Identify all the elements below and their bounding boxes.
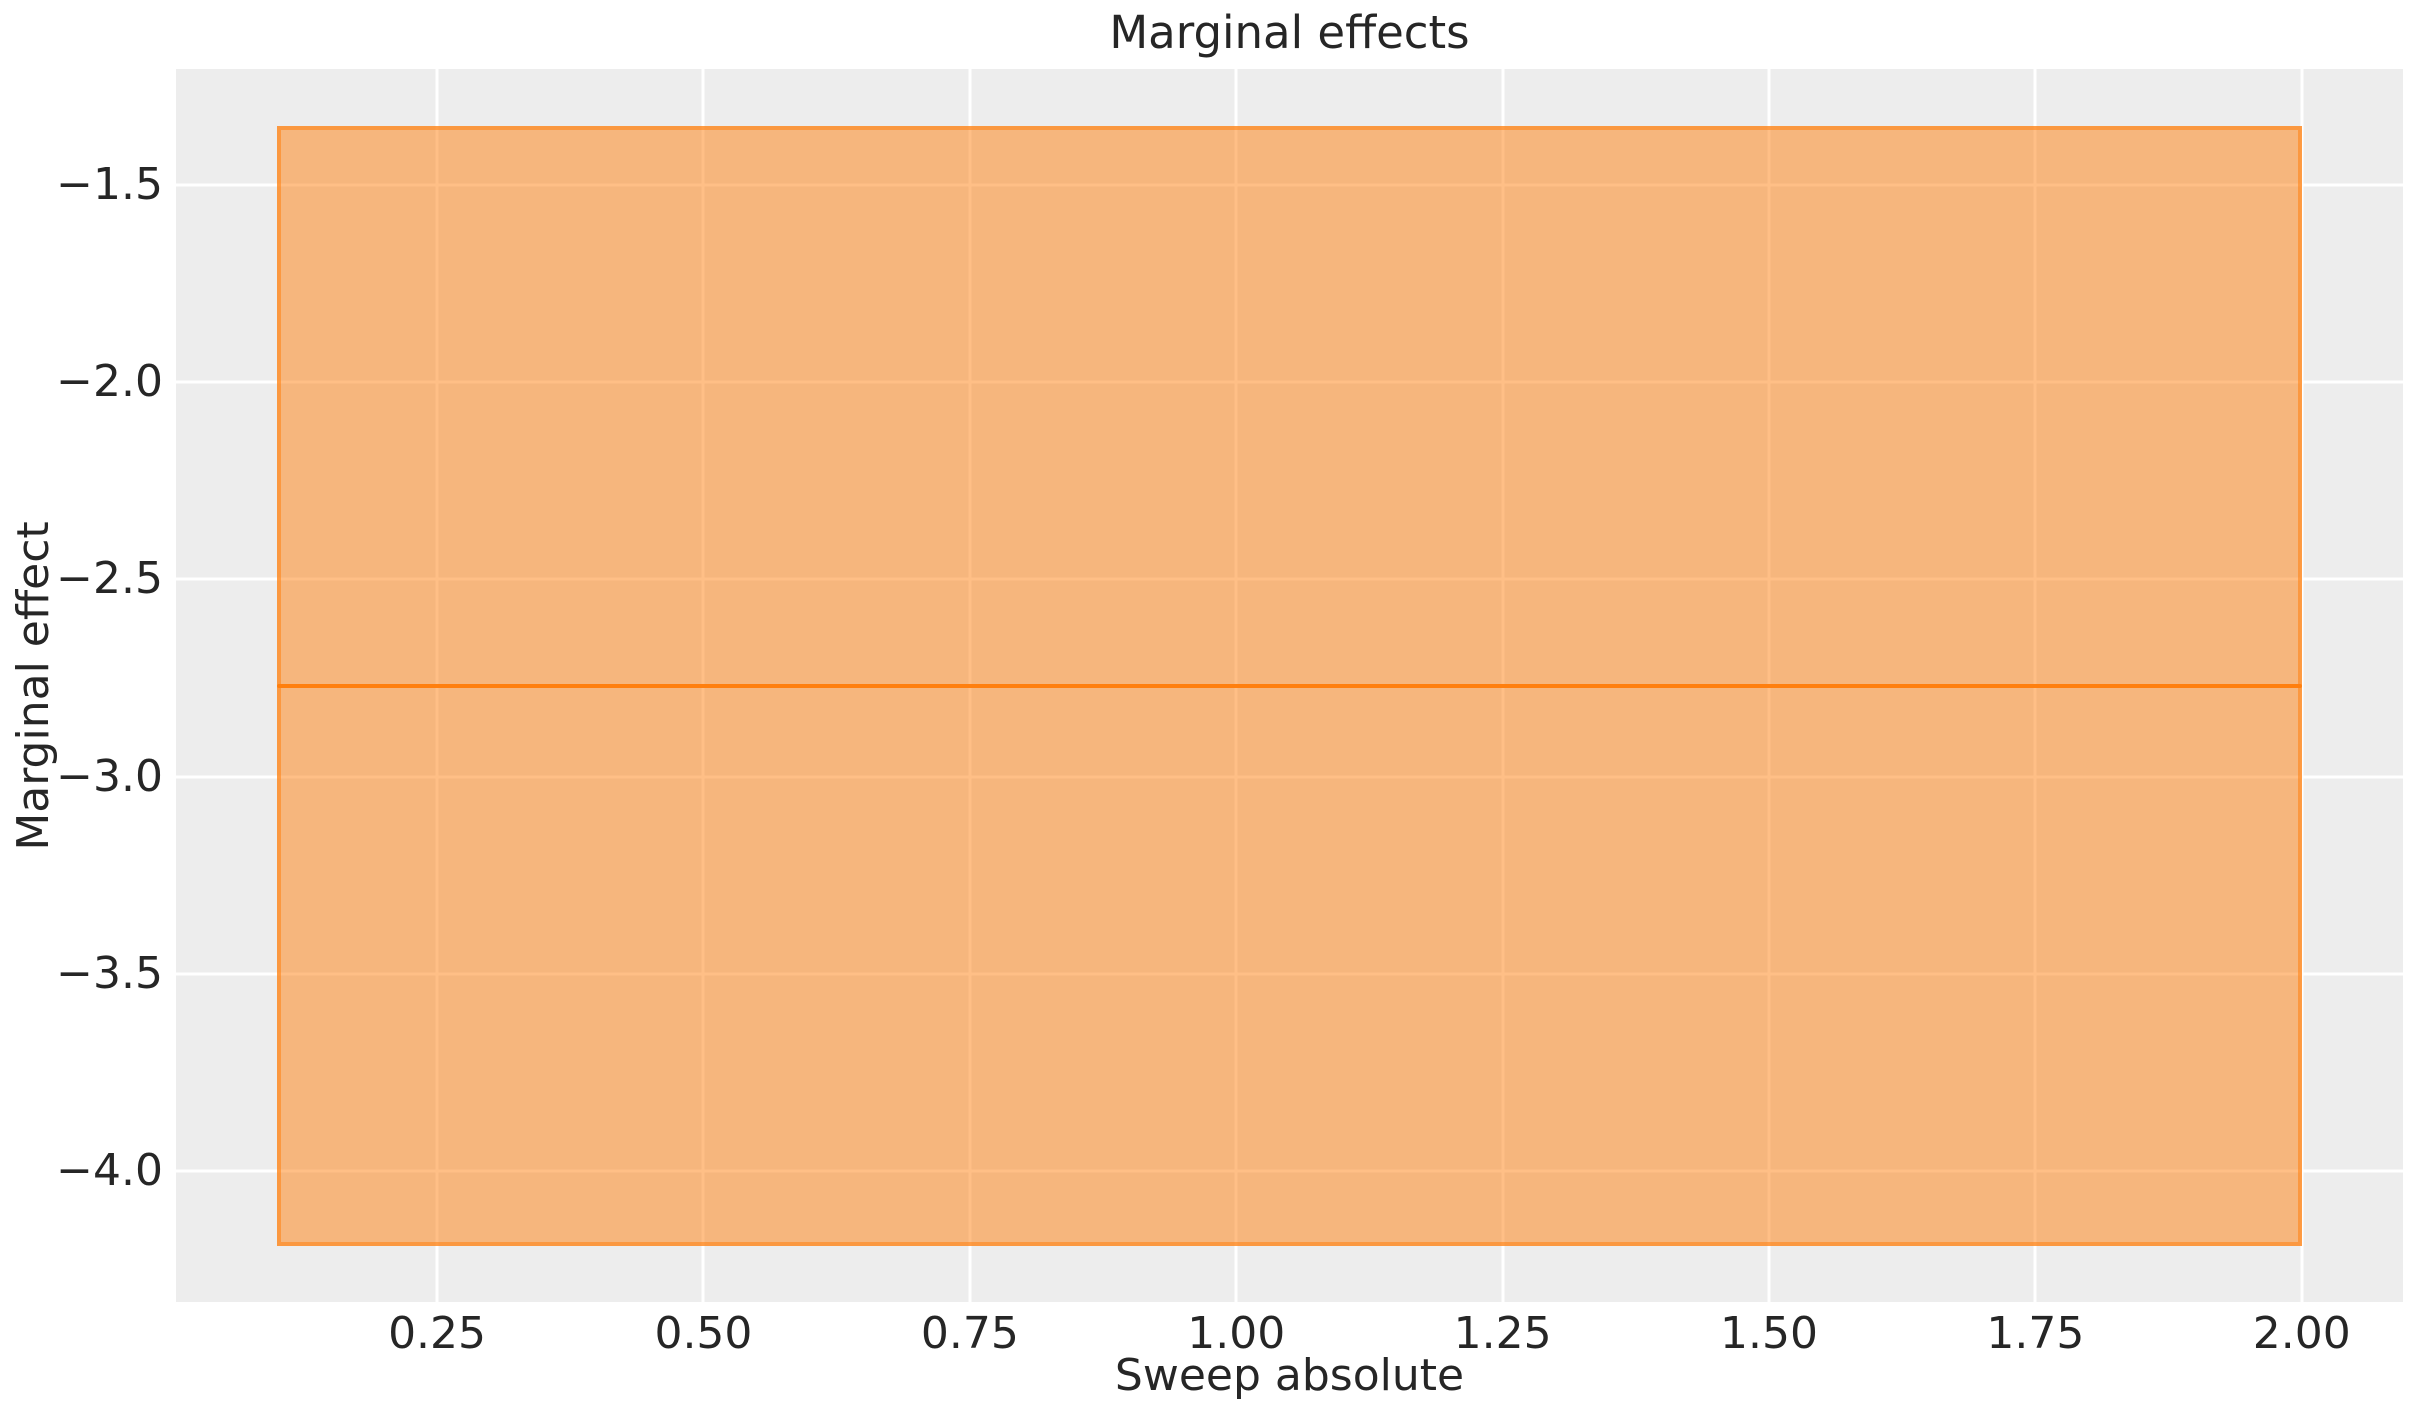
x-tick-label: 0.50 — [654, 1308, 753, 1359]
y-tick-label: −3.0 — [56, 750, 163, 802]
y-tick-label: −3.5 — [56, 947, 163, 999]
y-tick-label: −2.5 — [56, 553, 163, 605]
y-tick-label: −4.0 — [56, 1144, 163, 1196]
x-tick-label: 0.25 — [388, 1308, 487, 1359]
chart-title: Marginal effects — [1109, 6, 1470, 59]
x-tick-label: 2.00 — [2252, 1308, 2351, 1359]
x-tick-label: 1.75 — [1986, 1308, 2085, 1359]
x-tick-label: 1.00 — [1187, 1308, 1286, 1359]
y-axis-label: Marginal effect — [7, 520, 59, 851]
plot-area: Sweep absolute Marginal effect 0.25 0.50 0… — [8, 69, 2403, 1400]
y-tick-label: −2.0 — [56, 356, 163, 408]
gridline-vertical — [2300, 69, 2304, 1302]
x-axis-label: Sweep absolute — [1114, 1350, 1465, 1401]
x-tick-label: 0.75 — [920, 1308, 1019, 1359]
y-tick-label: −1.5 — [56, 158, 163, 210]
mean-effect-line — [277, 683, 2302, 688]
x-tick-label: 1.25 — [1453, 1308, 1552, 1359]
x-tick-label: 1.50 — [1720, 1308, 1818, 1359]
